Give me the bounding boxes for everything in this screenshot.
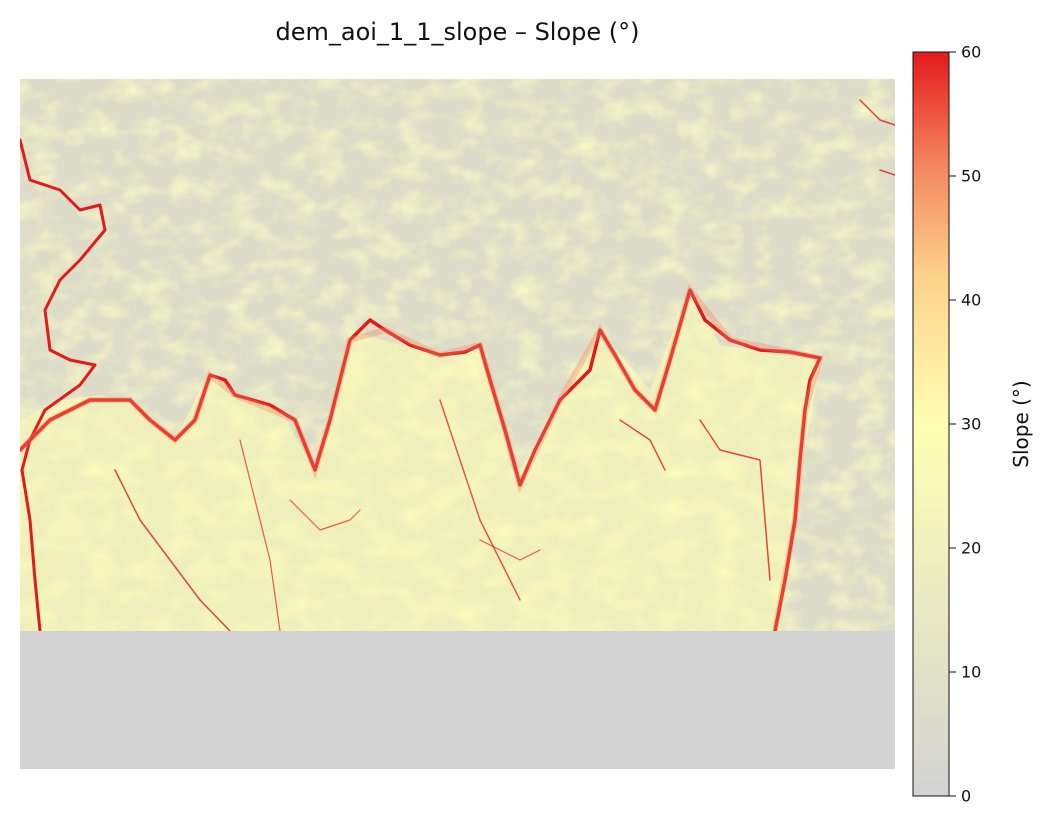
colorbar-tick-label: 20: [961, 539, 981, 558]
colorbar-label: Slope (°): [1009, 380, 1033, 467]
colorbar: 0 10 20 30 40 50 60 Slope (°): [912, 43, 1033, 806]
colorbar-tick-label: 60: [961, 43, 981, 62]
escarpment-halo: [20, 283, 824, 631]
lower-plateau: [20, 290, 820, 631]
colorbar-tick-label: 30: [961, 415, 981, 434]
escarpment-lines: [20, 99, 895, 631]
colorbar-tick-label: 40: [961, 291, 981, 310]
slope-raster: [20, 79, 895, 769]
colorbar-gradient: [912, 51, 950, 797]
colorbar-tick-label: 50: [961, 167, 981, 186]
colorbar-tick-label: 0: [961, 787, 971, 806]
map-title: dem_aoi_1_1_slope – Slope (°): [275, 18, 640, 46]
colorbar-tick-label: 10: [961, 663, 981, 682]
colorbar-ticks: 0 10 20 30 40 50 60: [949, 43, 981, 806]
